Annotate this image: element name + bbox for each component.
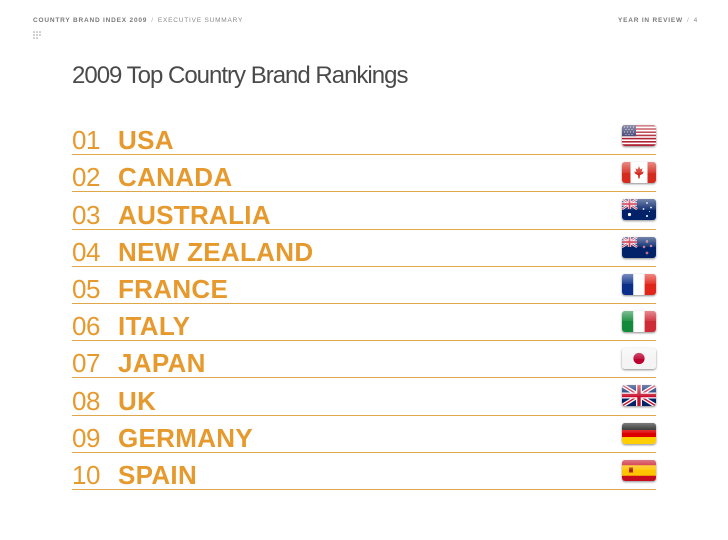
rankings-list: 01 USA 02 CANADA [72, 118, 656, 490]
country-name: GERMANY [118, 422, 253, 453]
header-separator: / [151, 17, 154, 24]
germany-flag-icon [622, 422, 656, 444]
country-name: CANADA [118, 162, 233, 193]
section-name: EXECUTIVE SUMMARY [157, 17, 244, 24]
rank-number: 04 [72, 236, 100, 267]
new-zealand-flag-icon [622, 236, 656, 258]
country-name: AUSTRALIA [118, 199, 271, 230]
page-separator: / [686, 17, 690, 24]
country-name: ITALY [118, 311, 191, 342]
france-flag-icon [622, 273, 656, 295]
japan-flag-icon [622, 348, 656, 370]
country-name: UK [118, 385, 157, 416]
ranking-row: 08 UK [72, 378, 656, 416]
rank-number: 01 [72, 125, 100, 156]
header-left: COUNTRY BRAND INDEX 2009/EXECUTIVE SUMMA… [33, 17, 243, 24]
rank-number: 05 [72, 273, 100, 304]
country-name: FRANCE [118, 273, 229, 304]
ranking-row: 09 GERMANY [72, 416, 656, 453]
country-name: JAPAN [118, 348, 206, 379]
rank-number: 03 [72, 199, 100, 230]
ranking-row: 06 ITALY [72, 304, 656, 342]
ranking-row: 04 NEW ZEALAND [72, 230, 656, 267]
ranking-row: 07 JAPAN [72, 341, 656, 379]
italy-flag-icon [622, 310, 656, 332]
rank-number: 02 [72, 162, 100, 193]
ranking-row: 03 AUSTRALIA [72, 192, 656, 230]
rank-number: 09 [72, 422, 100, 453]
header-right: YEAR IN REVIEW/4 [618, 17, 698, 24]
rank-number: 07 [72, 348, 100, 379]
country-name: USA [118, 125, 174, 156]
logo-dots-icon [33, 31, 41, 39]
canada-flag-icon [622, 162, 656, 184]
spain-flag-icon [622, 459, 656, 481]
australia-flag-icon [622, 199, 656, 221]
country-name: NEW ZEALAND [118, 236, 314, 267]
year-label: YEAR IN REVIEW [617, 17, 683, 24]
ranking-row: 01 USA [72, 118, 656, 156]
ranking-row: 02 CANADA [72, 155, 656, 193]
country-name: SPAIN [118, 459, 198, 490]
ranking-row: 05 FRANCE [72, 267, 656, 304]
rank-number: 10 [72, 459, 100, 490]
index-title: COUNTRY BRAND INDEX 2009 [33, 17, 148, 24]
page-title: 2009 Top Country Brand Rankings [72, 62, 408, 89]
usa-flag-icon [622, 125, 656, 146]
page-number: 4 [693, 17, 698, 24]
ranking-row: 10 SPAIN [72, 453, 656, 490]
rank-number: 08 [72, 385, 100, 416]
rank-number: 06 [72, 311, 100, 342]
uk-flag-icon [622, 385, 656, 407]
